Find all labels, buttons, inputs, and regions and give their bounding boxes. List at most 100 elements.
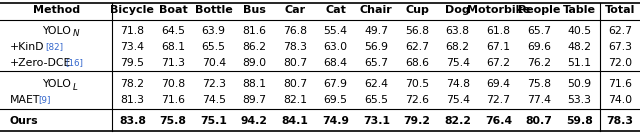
Text: 72.7: 72.7 xyxy=(486,95,510,105)
Text: 63.0: 63.0 xyxy=(324,42,348,52)
Text: 73.1: 73.1 xyxy=(363,116,390,126)
Text: 55.4: 55.4 xyxy=(324,26,348,36)
Text: 72.6: 72.6 xyxy=(405,95,429,105)
Text: 73.4: 73.4 xyxy=(120,42,145,52)
Text: 78.3: 78.3 xyxy=(607,116,634,126)
Text: 50.9: 50.9 xyxy=(568,79,592,89)
Text: 69.4: 69.4 xyxy=(486,79,510,89)
Text: 68.1: 68.1 xyxy=(161,42,185,52)
Text: 82.2: 82.2 xyxy=(444,116,471,126)
Text: 69.5: 69.5 xyxy=(324,95,348,105)
Text: +Zero-DCE: +Zero-DCE xyxy=(10,58,72,68)
Text: 68.2: 68.2 xyxy=(445,42,470,52)
Text: Bicycle: Bicycle xyxy=(110,5,154,15)
Text: 83.8: 83.8 xyxy=(119,116,146,126)
Text: 89.7: 89.7 xyxy=(243,95,266,105)
Text: 82.1: 82.1 xyxy=(283,95,307,105)
Text: [82]: [82] xyxy=(45,42,63,51)
Text: 53.3: 53.3 xyxy=(568,95,591,105)
Text: 89.0: 89.0 xyxy=(243,58,266,68)
Text: 68.6: 68.6 xyxy=(405,58,429,68)
Text: 67.3: 67.3 xyxy=(608,42,632,52)
Text: [9]: [9] xyxy=(38,96,51,105)
Text: Boat: Boat xyxy=(159,5,188,15)
Text: 74.8: 74.8 xyxy=(445,79,470,89)
Text: Method: Method xyxy=(33,5,81,15)
Text: 72.3: 72.3 xyxy=(202,79,226,89)
Text: 79.5: 79.5 xyxy=(120,58,145,68)
Text: 56.8: 56.8 xyxy=(405,26,429,36)
Text: 79.2: 79.2 xyxy=(403,116,431,126)
Text: 70.4: 70.4 xyxy=(202,58,226,68)
Text: 76.2: 76.2 xyxy=(527,58,551,68)
Text: 68.4: 68.4 xyxy=(324,58,348,68)
Text: 81.6: 81.6 xyxy=(243,26,266,36)
Text: 76.4: 76.4 xyxy=(484,116,512,126)
Text: Total: Total xyxy=(605,5,635,15)
Text: 70.8: 70.8 xyxy=(161,79,185,89)
Text: 75.1: 75.1 xyxy=(200,116,227,126)
Text: Motorbike: Motorbike xyxy=(467,5,530,15)
Text: 71.8: 71.8 xyxy=(120,26,145,36)
Text: 65.7: 65.7 xyxy=(527,26,551,36)
Text: 59.8: 59.8 xyxy=(566,116,593,126)
Text: 56.9: 56.9 xyxy=(364,42,388,52)
Text: 78.2: 78.2 xyxy=(120,79,145,89)
Text: 80.7: 80.7 xyxy=(525,116,552,126)
Text: Table: Table xyxy=(563,5,596,15)
Text: 71.6: 71.6 xyxy=(161,95,185,105)
Text: 77.4: 77.4 xyxy=(527,95,551,105)
Text: N: N xyxy=(73,29,79,38)
Text: 67.9: 67.9 xyxy=(324,79,348,89)
Text: YOLO: YOLO xyxy=(43,26,72,36)
Text: Dog: Dog xyxy=(445,5,470,15)
Text: Ours: Ours xyxy=(10,116,38,126)
Text: Bus: Bus xyxy=(243,5,266,15)
Text: 63.8: 63.8 xyxy=(445,26,470,36)
Text: Car: Car xyxy=(284,5,305,15)
Text: 65.7: 65.7 xyxy=(364,58,388,68)
Text: 80.7: 80.7 xyxy=(283,79,307,89)
Text: 40.5: 40.5 xyxy=(568,26,592,36)
Text: 78.3: 78.3 xyxy=(283,42,307,52)
Text: 75.4: 75.4 xyxy=(445,95,470,105)
Text: 88.1: 88.1 xyxy=(243,79,266,89)
Text: 67.2: 67.2 xyxy=(486,58,510,68)
Text: 80.7: 80.7 xyxy=(283,58,307,68)
Text: 62.4: 62.4 xyxy=(364,79,388,89)
Text: 76.8: 76.8 xyxy=(283,26,307,36)
Text: Cup: Cup xyxy=(405,5,429,15)
Text: 62.7: 62.7 xyxy=(405,42,429,52)
Text: +KinD: +KinD xyxy=(10,42,45,52)
Text: 81.3: 81.3 xyxy=(120,95,145,105)
Text: 71.3: 71.3 xyxy=(161,58,185,68)
Text: 65.5: 65.5 xyxy=(364,95,388,105)
Text: 51.1: 51.1 xyxy=(568,58,591,68)
Text: 67.1: 67.1 xyxy=(486,42,510,52)
Text: 75.8: 75.8 xyxy=(159,116,186,126)
Text: L: L xyxy=(73,83,78,92)
Text: People: People xyxy=(518,5,560,15)
Text: Chair: Chair xyxy=(360,5,393,15)
Text: 64.5: 64.5 xyxy=(161,26,185,36)
Text: 48.2: 48.2 xyxy=(568,42,591,52)
Text: 69.6: 69.6 xyxy=(527,42,551,52)
Text: Bottle: Bottle xyxy=(195,5,232,15)
Text: 49.7: 49.7 xyxy=(364,26,388,36)
Text: Cat: Cat xyxy=(325,5,346,15)
Text: YOLO: YOLO xyxy=(43,79,72,89)
Text: 71.6: 71.6 xyxy=(608,79,632,89)
Text: 86.2: 86.2 xyxy=(243,42,266,52)
Text: 94.2: 94.2 xyxy=(241,116,268,126)
Text: 63.9: 63.9 xyxy=(202,26,226,36)
Text: 62.7: 62.7 xyxy=(608,26,632,36)
Text: 72.0: 72.0 xyxy=(608,58,632,68)
Text: 61.8: 61.8 xyxy=(486,26,510,36)
Text: [16]: [16] xyxy=(65,59,83,68)
Text: 65.5: 65.5 xyxy=(202,42,226,52)
Text: 74.5: 74.5 xyxy=(202,95,226,105)
Text: 75.4: 75.4 xyxy=(445,58,470,68)
Text: 74.0: 74.0 xyxy=(608,95,632,105)
Text: 84.1: 84.1 xyxy=(282,116,308,126)
Text: 74.9: 74.9 xyxy=(322,116,349,126)
